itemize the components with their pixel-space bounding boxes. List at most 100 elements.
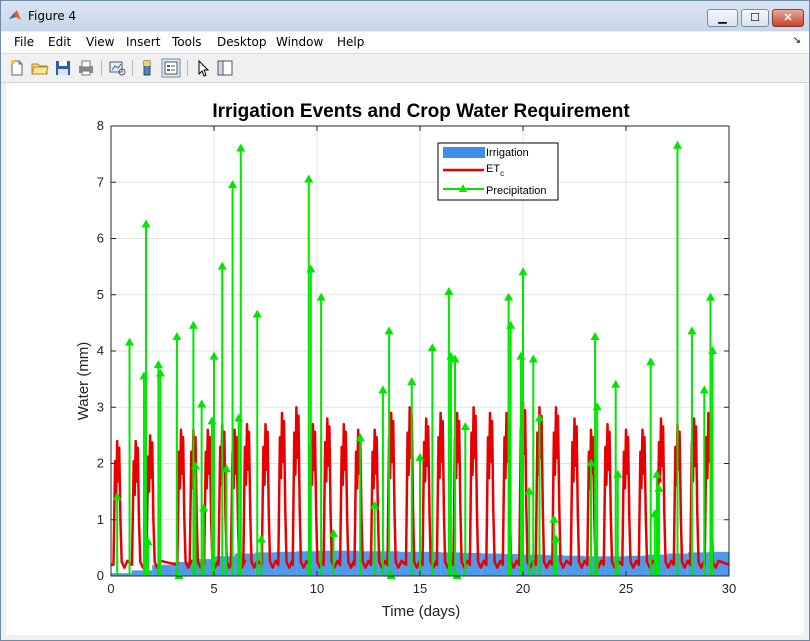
precipitation-marker xyxy=(528,354,538,363)
precipitation-marker xyxy=(228,180,238,189)
legend-icon[interactable] xyxy=(161,58,181,78)
maximize-icon: ☐ xyxy=(750,12,760,24)
precipitation-marker xyxy=(549,514,559,523)
menu-view[interactable]: View xyxy=(86,35,115,49)
legend-precip-label: Precipitation xyxy=(486,185,547,197)
irrigation-bar xyxy=(687,552,709,576)
precipitation-marker xyxy=(611,379,621,388)
x-tick-label: 15 xyxy=(413,581,427,596)
y-tick-label: 0 xyxy=(97,568,104,583)
chart: 0 5 10 15 20 25 30 0 1 2 3 4 5 6 7 8 Irrigation Events … xyxy=(75,101,736,620)
precipitation-marker xyxy=(654,483,664,492)
precipitation-marker xyxy=(386,571,396,579)
menu-desktop[interactable]: Desktop xyxy=(217,35,267,49)
open-file-icon[interactable] xyxy=(30,58,50,78)
precipitation-marker xyxy=(306,264,316,273)
x-tick-label: 20 xyxy=(516,581,530,596)
menu-help[interactable]: Help xyxy=(337,35,365,49)
menu-file[interactable]: File xyxy=(14,35,35,49)
y-tick-label: 6 xyxy=(97,231,104,246)
precipitation-marker xyxy=(687,326,697,335)
print-icon[interactable] xyxy=(76,58,96,78)
window-title: Figure 4 xyxy=(28,9,77,23)
precipitation-marker xyxy=(256,534,266,543)
dock-arrow-icon[interactable]: ↘ xyxy=(792,35,801,46)
menu-tools[interactable]: Tools xyxy=(172,35,202,49)
precipitation-marker xyxy=(613,469,623,478)
precipitation-marker xyxy=(592,402,602,411)
precipitation-marker xyxy=(190,461,200,470)
precipitation-marker xyxy=(197,399,207,408)
y-axis-label: Water (mm) xyxy=(75,342,92,421)
irrigation-bar xyxy=(626,555,647,576)
precipitation-marker xyxy=(444,286,454,295)
precipitation-marker xyxy=(590,331,600,340)
pointer-icon[interactable] xyxy=(193,58,213,78)
precipitation-marker xyxy=(646,357,656,366)
precipitation-marker xyxy=(172,331,182,340)
legend-etc-main: ET xyxy=(486,163,500,175)
minimize-button[interactable]: ▁ xyxy=(707,9,738,27)
menu-insert[interactable]: Insert xyxy=(126,35,161,49)
irrigation-bar xyxy=(131,570,153,576)
precipitation-marker xyxy=(155,368,165,377)
x-tick-label: 5 xyxy=(210,581,217,596)
toolbar xyxy=(1,54,809,83)
precipitation-marker xyxy=(518,267,528,276)
chart-title: Irrigation Events and Crop Water Require… xyxy=(212,101,630,122)
save-icon[interactable] xyxy=(53,58,73,78)
y-tick-label: 7 xyxy=(97,174,104,189)
legend[interactable]: Irrigation ETc Precipitation xyxy=(437,142,559,201)
precipitation-marker xyxy=(355,433,365,442)
legend-precip-marker xyxy=(459,184,467,192)
minimize-icon: ▁ xyxy=(718,12,727,24)
menu-window[interactable]: Window xyxy=(276,35,324,49)
y-tick-label: 4 xyxy=(97,343,104,358)
precipitation-marker xyxy=(125,337,135,346)
precipitation-marker xyxy=(370,500,380,509)
precipitation-marker xyxy=(415,452,425,461)
close-button[interactable]: ✕ xyxy=(772,9,804,27)
new-figure-icon[interactable] xyxy=(7,58,27,78)
toolbar-separator xyxy=(187,60,188,76)
precipitation-marker xyxy=(236,143,246,152)
precipitation-marker xyxy=(586,458,596,467)
precipitation-marker xyxy=(427,343,437,352)
irrigation-bar xyxy=(255,552,276,576)
irrigation-bar xyxy=(152,564,173,576)
y-tick-label: 1 xyxy=(97,512,104,527)
precipitation-marker xyxy=(221,464,231,473)
precipitation-marker xyxy=(504,292,514,301)
precipitation-marker xyxy=(153,360,163,369)
property-editor-icon[interactable] xyxy=(215,58,235,78)
precipitation-marker xyxy=(705,292,715,301)
precipitation-marker xyxy=(217,261,227,270)
irrigation-bar xyxy=(399,551,420,576)
y-tick-label: 5 xyxy=(97,287,104,302)
precipitation-marker xyxy=(112,492,122,501)
precipitation-marker xyxy=(209,351,219,360)
x-tick-label: 10 xyxy=(310,581,324,596)
precipitation-marker xyxy=(143,537,153,546)
x-tick-label: 30 xyxy=(722,581,736,596)
y-tick-label: 8 xyxy=(97,118,104,133)
link-plot-icon[interactable] xyxy=(107,58,127,78)
precipitation-marker xyxy=(452,571,462,579)
precipitation-marker xyxy=(407,376,417,385)
maximize-button[interactable]: ☐ xyxy=(741,9,769,27)
colorbar-icon[interactable] xyxy=(138,58,158,78)
irrigation-bar xyxy=(111,573,132,576)
precipitation-marker xyxy=(708,346,718,354)
legend-etc-label: ETc xyxy=(486,163,504,178)
toolbar-separator xyxy=(101,60,102,76)
legend-irrigation-swatch xyxy=(443,147,485,158)
precipitation-marker xyxy=(446,351,456,360)
title-bar: Figure 4 ▁ ☐ ✕ xyxy=(1,1,809,31)
precipitation-marker xyxy=(188,320,198,329)
irrigation-bar xyxy=(317,550,338,576)
close-icon: ✕ xyxy=(783,12,793,24)
figure-canvas: 0 5 10 15 20 25 30 0 1 2 3 4 5 6 7 8 Irrigation Events … xyxy=(6,83,804,635)
menu-edit[interactable]: Edit xyxy=(48,35,72,49)
precipitation-marker xyxy=(384,326,394,335)
